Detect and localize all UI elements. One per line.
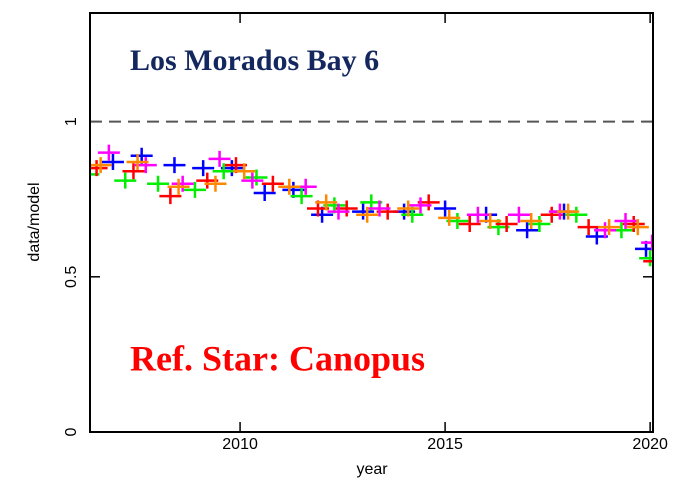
marker [520, 212, 543, 229]
marker [356, 206, 379, 223]
marker [212, 163, 235, 180]
marker [614, 212, 637, 229]
marker [643, 253, 653, 270]
marker [577, 219, 600, 236]
marker [167, 178, 190, 195]
marker [90, 157, 112, 174]
plot-frame [89, 12, 654, 433]
y-tick-label: 0.5 [63, 266, 80, 288]
marker [261, 175, 284, 192]
marker [438, 209, 461, 226]
y-tick-label: 1 [63, 117, 80, 126]
marker [183, 181, 206, 198]
marker [245, 169, 268, 186]
marker [639, 250, 653, 267]
marker [159, 188, 182, 205]
marker [409, 197, 432, 214]
marker [147, 175, 170, 192]
marker [557, 203, 580, 220]
y-axis-label: data/model [26, 182, 43, 261]
marker [626, 219, 649, 236]
marker [315, 194, 338, 211]
marker [90, 160, 108, 177]
marker [495, 216, 518, 233]
y-tick-label: 0 [63, 427, 80, 436]
marker [290, 188, 313, 205]
marker [479, 212, 502, 229]
markers [90, 144, 653, 270]
marker [171, 175, 194, 192]
marker [458, 216, 481, 233]
marker [598, 219, 621, 236]
x-tick-label: 2015 [427, 436, 463, 453]
marker [368, 200, 391, 217]
marker [434, 200, 457, 217]
marker [208, 150, 231, 167]
x-axis-label: year [356, 461, 388, 478]
marker [397, 200, 420, 217]
annotation: Ref. Star: Canopus [130, 338, 425, 378]
marker [594, 222, 617, 239]
marker [192, 160, 215, 177]
marker [241, 172, 264, 189]
marker [278, 178, 301, 195]
marker [114, 172, 137, 189]
marker [97, 144, 120, 161]
marker [101, 153, 124, 170]
marker [163, 157, 186, 174]
marker [327, 203, 350, 220]
marker [204, 175, 227, 192]
marker [507, 206, 530, 223]
marker [233, 163, 256, 180]
x-tick-label: 2010 [222, 436, 258, 453]
x-tick-label: 2020 [632, 436, 668, 453]
annotation: Los Morados Bay 6 [130, 44, 379, 77]
marker [253, 185, 276, 202]
marker [126, 153, 149, 170]
marker [352, 203, 375, 220]
marker [122, 163, 145, 180]
marker [466, 206, 489, 223]
marker [516, 222, 539, 239]
